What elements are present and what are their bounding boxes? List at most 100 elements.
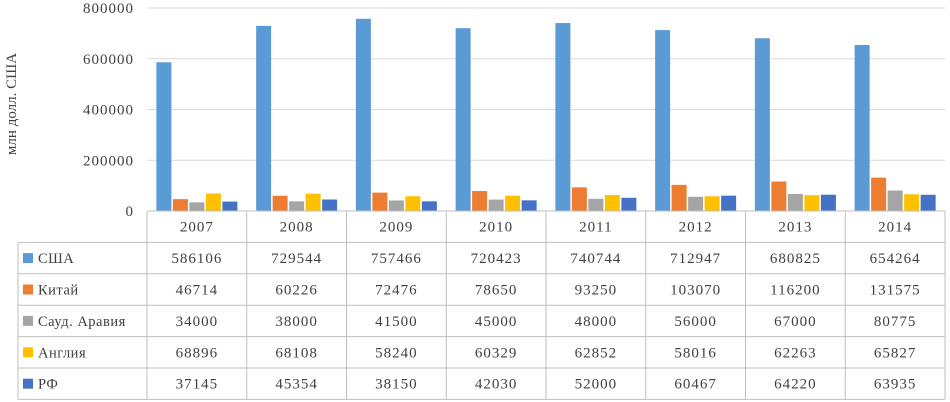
- data-label: 42030: [475, 377, 518, 393]
- data-label: 52000: [575, 377, 618, 393]
- bar: [555, 23, 571, 211]
- bar: [688, 196, 704, 211]
- x-tick-label: 2008: [280, 220, 314, 236]
- y-tick-label: 0: [126, 204, 135, 220]
- data-label: 586106: [171, 251, 222, 267]
- data-label: 757466: [371, 251, 422, 267]
- bar: [771, 181, 787, 211]
- data-label: 93250: [575, 283, 618, 299]
- data-label: 103070: [670, 283, 721, 299]
- data-label: 68108: [275, 345, 318, 361]
- legend-label: Англия: [38, 345, 86, 361]
- data-label: 41500: [375, 314, 418, 330]
- y-tick-label: 400000: [83, 103, 134, 119]
- data-label: 60226: [275, 283, 318, 299]
- bar: [355, 18, 371, 212]
- data-label: 62263: [774, 345, 817, 361]
- data-label: 64220: [774, 377, 817, 393]
- data-label: 712947: [670, 251, 721, 267]
- bar: [222, 201, 238, 211]
- bar: [904, 194, 920, 211]
- bar: [871, 177, 887, 211]
- bar: [322, 199, 338, 211]
- legend-label: США: [38, 251, 74, 267]
- data-label: 46714: [176, 283, 219, 299]
- data-label: 58016: [674, 345, 717, 361]
- data-label: 34000: [176, 314, 219, 330]
- bar: [521, 200, 537, 211]
- bar: [289, 201, 305, 211]
- y-tick-label: 600000: [83, 52, 134, 68]
- bar: [421, 201, 437, 211]
- bar: [205, 193, 221, 211]
- y-tick-label: 200000: [83, 153, 134, 169]
- data-label: 60329: [475, 345, 518, 361]
- legend-swatch: [23, 253, 33, 264]
- legend-swatch: [23, 315, 33, 326]
- data-label: 729544: [271, 251, 322, 267]
- bar: [372, 192, 388, 211]
- bar: [820, 194, 836, 211]
- bar: [388, 200, 404, 211]
- bar: [754, 38, 770, 211]
- bar: [721, 195, 737, 211]
- bar: [272, 195, 288, 211]
- data-label: 37145: [176, 377, 219, 393]
- legend-swatch: [23, 284, 33, 295]
- bar: [787, 193, 803, 211]
- bar: [588, 198, 604, 211]
- bar: [804, 195, 820, 211]
- bar: [505, 195, 521, 211]
- data-label: 131575: [870, 283, 921, 299]
- bar: [256, 25, 272, 212]
- x-tick-label: 2009: [379, 220, 413, 236]
- legend-label: РФ: [38, 377, 58, 393]
- data-label: 60467: [674, 377, 717, 393]
- legend-swatch: [23, 347, 33, 358]
- x-tick-label: 2013: [778, 220, 812, 236]
- bar: [854, 44, 870, 211]
- data-label: 68896: [176, 345, 219, 361]
- data-label: 63935: [874, 377, 917, 393]
- bar: [571, 187, 587, 211]
- bar: [172, 199, 188, 211]
- y-axis-label: млн долл. США: [4, 53, 20, 155]
- data-label: 80775: [874, 314, 917, 330]
- data-label: 67000: [774, 314, 817, 330]
- data-label: 45000: [475, 314, 518, 330]
- bar: [305, 193, 321, 211]
- data-label: 62852: [575, 345, 618, 361]
- bar: [189, 202, 205, 211]
- data-label: 654264: [870, 251, 921, 267]
- legend-label: Сауд. Аравия: [38, 314, 126, 330]
- data-label: 65827: [874, 345, 917, 361]
- legend-label: Китай: [38, 283, 79, 299]
- data-label: 48000: [575, 314, 618, 330]
- bar: [472, 191, 488, 211]
- data-label: 78650: [475, 283, 518, 299]
- x-tick-label: 2011: [579, 220, 612, 236]
- x-tick-label: 2007: [180, 220, 214, 236]
- bar: [920, 194, 936, 211]
- data-label: 740744: [570, 251, 621, 267]
- bar: [621, 197, 637, 211]
- data-label: 58240: [375, 345, 418, 361]
- x-tick-label: 2010: [479, 220, 513, 236]
- bar: [887, 190, 903, 211]
- x-tick-label: 2014: [878, 220, 912, 236]
- data-label: 680825: [770, 251, 821, 267]
- y-tick-label: 800000: [83, 1, 134, 17]
- data-label: 720423: [471, 251, 522, 267]
- legend-swatch: [23, 378, 33, 389]
- data-label: 116200: [770, 283, 820, 299]
- bar: [488, 199, 504, 211]
- bar: [671, 184, 687, 211]
- bar: [655, 30, 671, 212]
- bar: [604, 195, 620, 211]
- data-label: 45354: [275, 377, 318, 393]
- bar: [405, 196, 421, 211]
- data-label: 56000: [674, 314, 717, 330]
- bar: [455, 28, 471, 212]
- x-tick-label: 2012: [679, 220, 713, 236]
